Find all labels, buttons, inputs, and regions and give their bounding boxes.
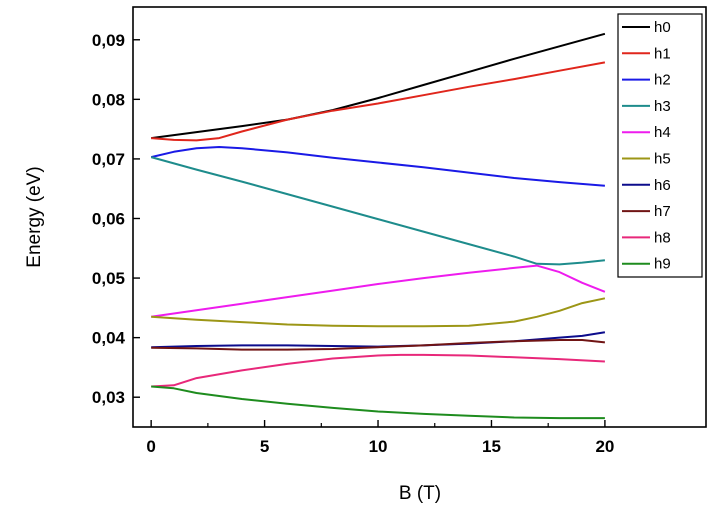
series-line-h1 [151,61,606,142]
series-line-h8 [151,353,605,388]
x-tick-label: 15 [482,437,501,456]
plot-frame [132,6,707,428]
x-tick-label: 10 [369,437,388,456]
legend-label-h7: h7 [654,203,671,220]
y-tick-label: 0,08 [92,90,125,109]
y-tick-label: 0,06 [92,209,125,228]
legend-label-h8: h8 [654,229,671,246]
series-line-h0 [151,32,606,140]
legend-label-h3: h3 [654,98,671,115]
legend-label-h5: h5 [654,151,671,168]
legend-label-h6: h6 [654,177,671,194]
legend-box [617,13,703,278]
legend-label-h1: h1 [654,45,671,62]
legend-label-h2: h2 [654,72,671,89]
legend: h0 h1 h2 h3 h4 h5 h6 h7 h8 h9 [617,13,703,278]
legend-label-h9: h9 [654,256,671,273]
y-tick-label: 0,03 [92,388,125,407]
x-axis-label: B (T) [399,483,441,504]
x-tick-label: 5 [260,437,269,456]
series-line-h2 [150,146,605,187]
y-tick-label: 0,04 [92,329,126,348]
ticks-layer: 0 5 10 15 20 0,03 0,04 0,05 0,06 0,07 0,08 0,09 [92,31,614,456]
legend-label-h0: h0 [654,19,671,36]
series-line-h3 [150,156,606,266]
series-line-h7 [151,339,606,351]
x-tick-label: 20 [595,437,614,456]
y-axis-label: Energy (eV) [24,166,45,267]
series-line-h4 [151,264,606,318]
y-tick-label: 0,05 [92,269,125,288]
x-tick-label: 0 [146,437,155,456]
series-line-h9 [151,385,605,420]
series-layer [150,32,606,420]
y-tick-label: 0,07 [92,150,125,169]
y-tick-label: 0,09 [92,31,125,50]
legend-label-h4: h4 [654,124,671,141]
series-line-h5 [151,297,606,328]
